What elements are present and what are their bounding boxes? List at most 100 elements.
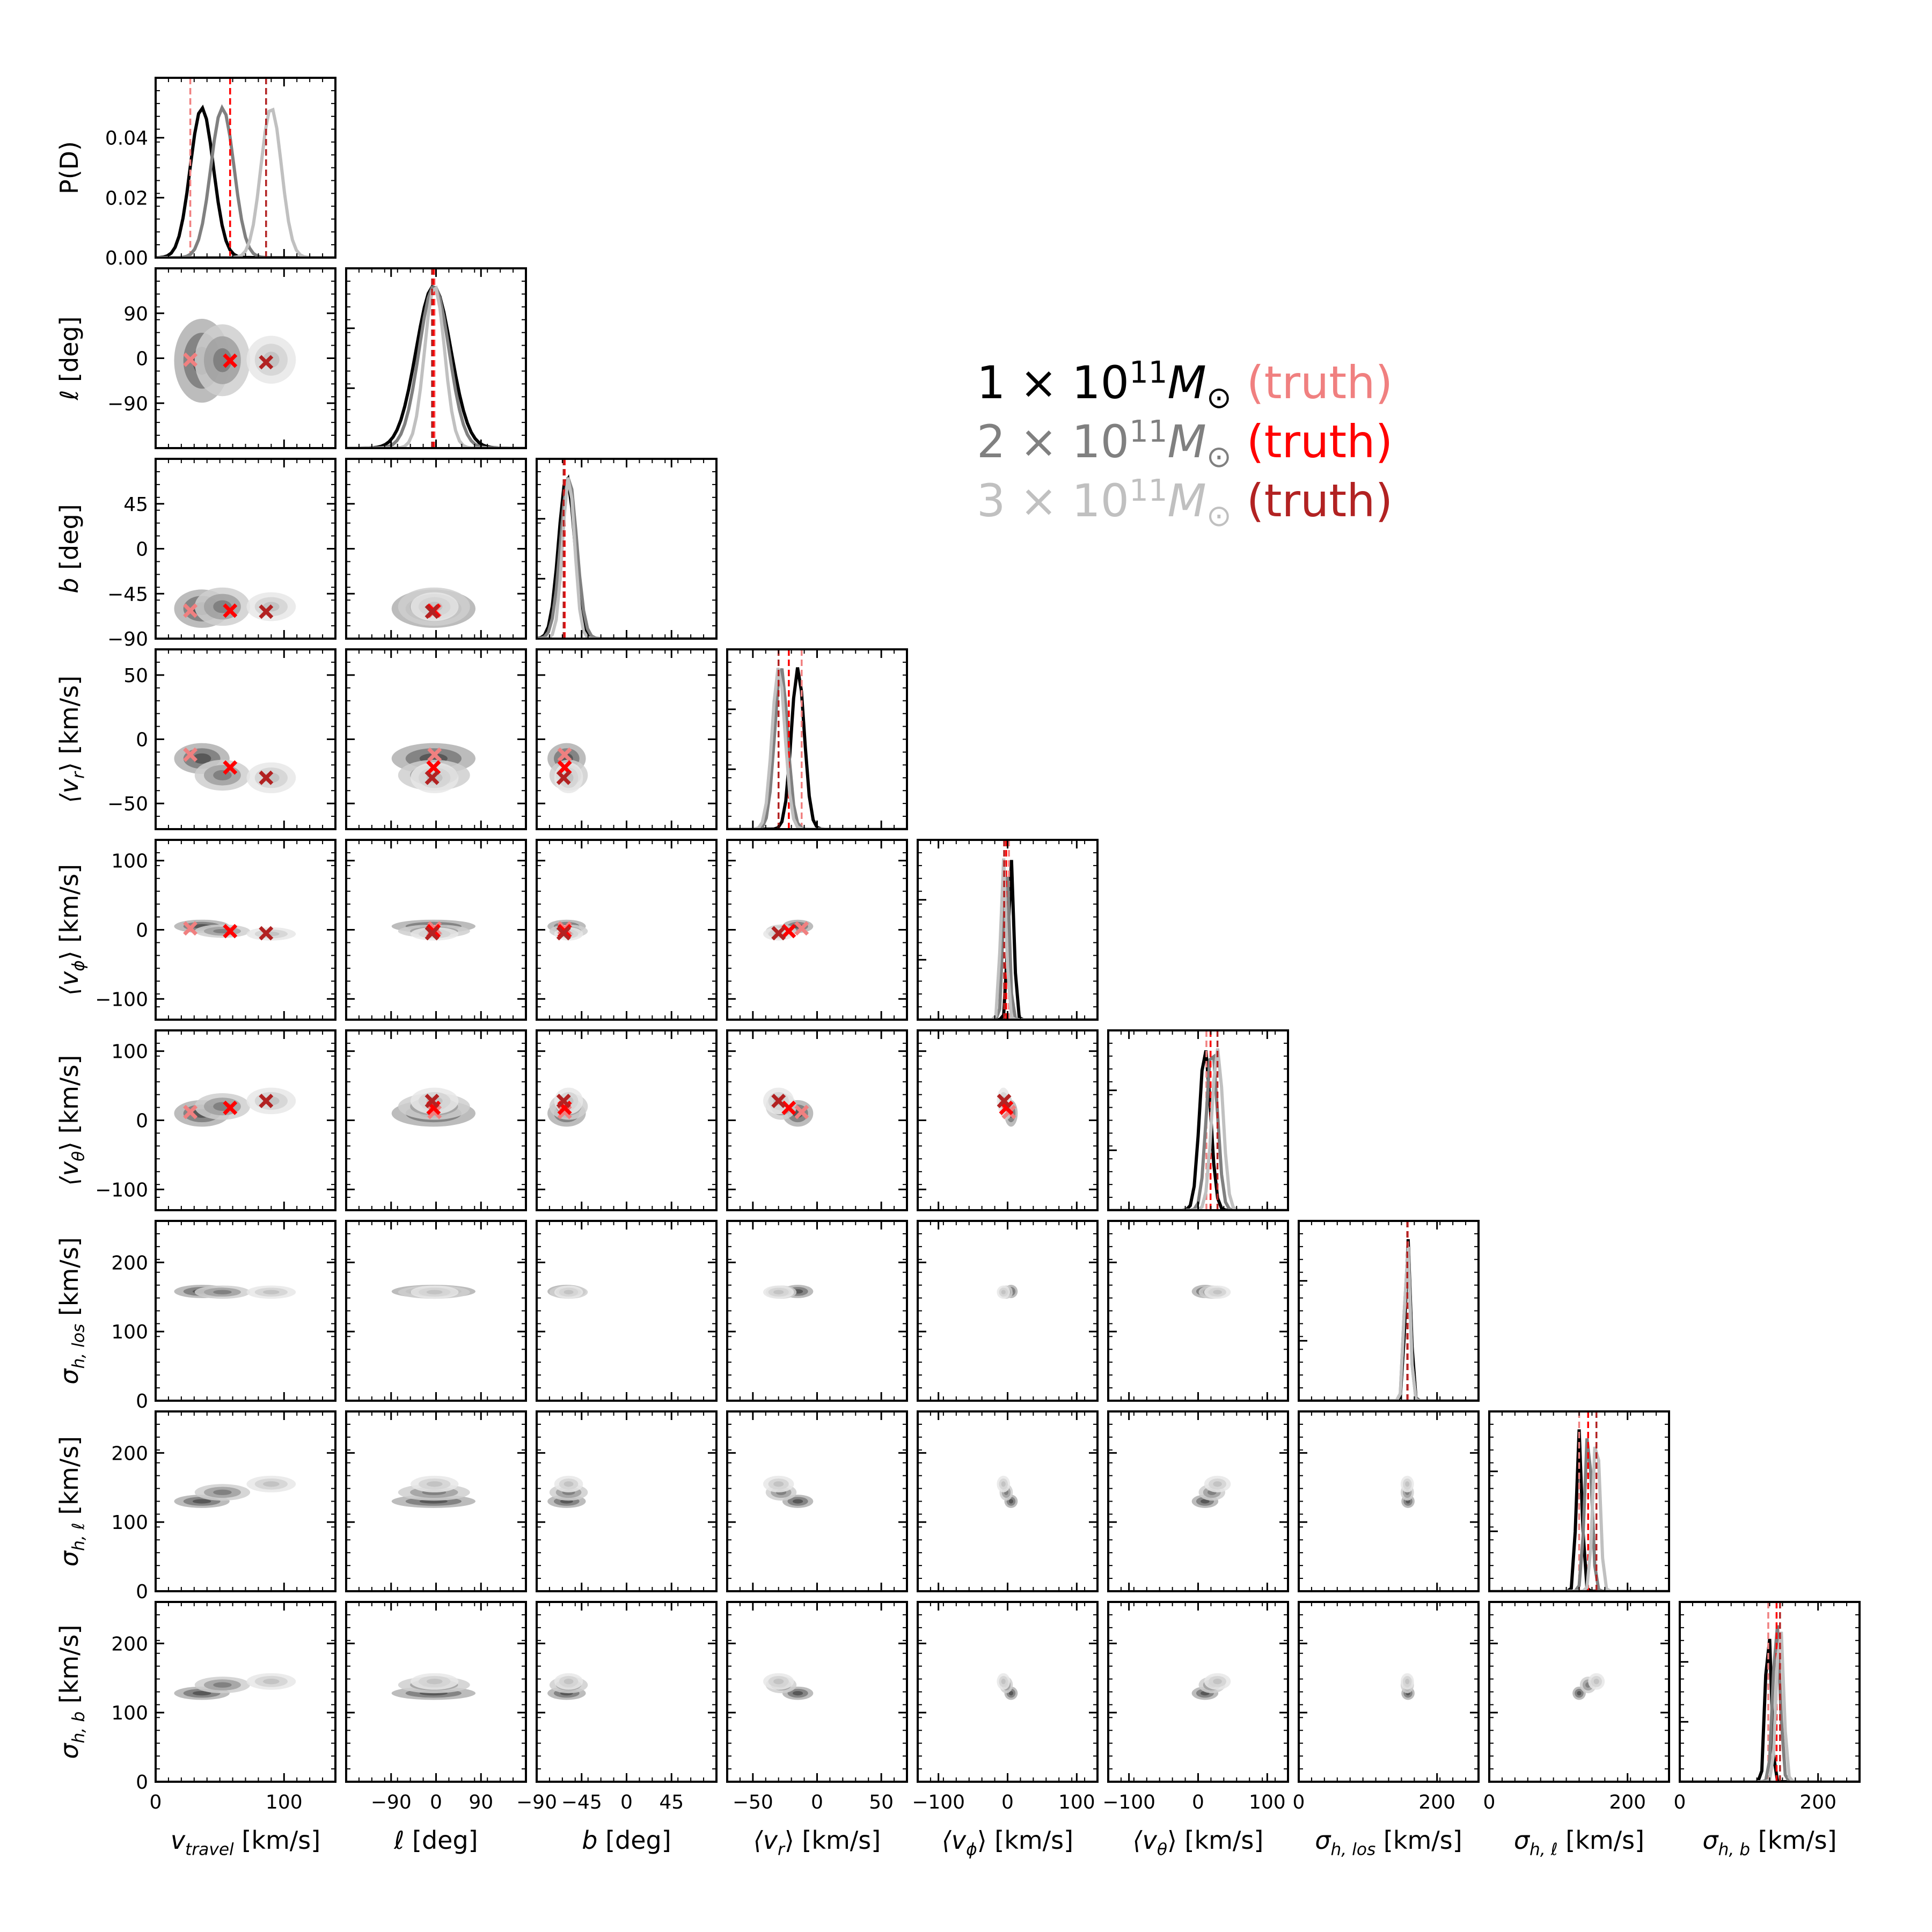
hist-line-3: [537, 477, 716, 639]
legend-entry-1e11: 1 × 1011M⊙ (truth): [977, 343, 1393, 415]
contour-3-level-3: [263, 1679, 280, 1685]
y-tick-label: −90: [107, 393, 148, 415]
hist-line-2: [346, 286, 526, 448]
panel-content: [547, 1475, 588, 1508]
contour-2-level-3: [213, 1489, 232, 1495]
panel-vr-sb: −50 0 50 ⟨vr⟩ [km/s]: [726, 1601, 908, 1860]
contour-3-level-3: [1001, 1481, 1006, 1487]
panel-b-vtheta: [536, 1029, 718, 1211]
hist-line-2: [1299, 1246, 1479, 1401]
truth-marker-3: [771, 1093, 786, 1108]
hist-panel-l: [345, 267, 527, 449]
y-tick-label: 0: [136, 729, 148, 751]
x-axis-label-vr: ⟨vr⟩ [km/s]: [753, 1826, 881, 1860]
y-tick-label: 0: [136, 1110, 148, 1132]
contour-3-level-3: [773, 1481, 784, 1487]
panel-frame: [536, 648, 718, 830]
contour-1-level-3: [1577, 1690, 1582, 1696]
contour-3-level-3: [1213, 1290, 1222, 1294]
panel-l-b: [345, 458, 527, 640]
panel-content: [547, 919, 588, 941]
x-axis-label-b: b [deg]: [582, 1826, 671, 1855]
panel-frame: [1298, 1220, 1480, 1402]
panel-content: [547, 743, 588, 794]
panel-b-sl: [536, 1410, 718, 1592]
truth-marker-1: [427, 1104, 442, 1119]
y-tick-label: 100: [111, 1041, 148, 1063]
contour-1-level-3: [192, 753, 211, 764]
contour-1-level-3: [793, 1499, 803, 1504]
x-axis-label-slos: σh, los [km/s]: [1315, 1826, 1462, 1860]
y-tick-label: 100: [111, 851, 148, 873]
contour-2-level-3: [213, 770, 232, 781]
legend-mass-coef: 3: [977, 474, 1006, 527]
panel-content: [391, 919, 476, 941]
panel-vtravel-b: −90 −45 0 45 b [deg]: [55, 458, 336, 650]
panel-content: [391, 1087, 476, 1127]
hist-panel-vphi: [917, 839, 1099, 1021]
x-axis-label-vtheta: ⟨vθ⟩ [km/s]: [1133, 1826, 1264, 1860]
hist-line-1: [1108, 1050, 1288, 1210]
x-tick-label: 100: [1058, 1791, 1095, 1813]
panel-content: [997, 1475, 1018, 1508]
panel-l-vtheta: [345, 1029, 527, 1211]
contour-1-level-3: [1201, 1499, 1210, 1504]
y-axis-label-slos: σh, los [km/s]: [55, 1237, 89, 1384]
panel-b-vphi: [536, 839, 718, 1021]
y-axis-label-vphi: ⟨vϕ⟩ [km/s]: [55, 864, 89, 996]
panel-frame: [345, 1220, 527, 1402]
panel-content: [547, 1673, 588, 1700]
hist-line-2: [1489, 1438, 1669, 1591]
panel-l-sb: −90 0 90 ℓ [deg]: [345, 1601, 527, 1855]
y-axis-label-b: b [deg]: [55, 504, 84, 593]
hist-panel-sb: 0 200 σh, b [km/s]: [1674, 1601, 1861, 1860]
panel-frame: [726, 1410, 908, 1592]
truth-marker-1: [557, 1104, 572, 1119]
x-axis-label-l: ℓ [deg]: [393, 1826, 478, 1855]
panel-vtravel-sb: 0 100 vtravel [km/s] 0 100 200 σh, b [km/s]: [55, 1601, 336, 1860]
panel-content: [547, 1285, 588, 1299]
legend: 1 × 1011M⊙ (truth) 2 × 1011M⊙ (truth) 3 × …: [977, 343, 1393, 533]
panel-content: [174, 1673, 296, 1700]
panel-frame: [155, 648, 336, 830]
legend-entry-2e11: 2 × 1011M⊙ (truth): [977, 402, 1393, 474]
truth-marker-3: [556, 926, 571, 941]
y-tick-label: 90: [123, 303, 148, 325]
panel-content: [547, 1087, 588, 1127]
truth-marker-1: [427, 747, 442, 762]
y-tick-label: −100: [95, 1179, 148, 1201]
contour-1-level-3: [1008, 1690, 1014, 1696]
panel-content: [391, 1285, 476, 1299]
y-axis-label-sb: σh, b [km/s]: [55, 1624, 89, 1759]
x-tick-label: −50: [733, 1791, 773, 1813]
hist-line-1: [1299, 1239, 1479, 1401]
panel-content: [997, 1673, 1018, 1700]
panel-content: [391, 1475, 476, 1508]
contour-2-level-3: [213, 1682, 232, 1688]
panel-content: [763, 919, 814, 941]
contour-1-level-3: [1008, 1499, 1014, 1504]
panel-vr-vtheta: [726, 1029, 908, 1211]
panel-content: [1572, 1673, 1605, 1700]
panel-b-slos: [536, 1220, 718, 1402]
panel-slos-sl: [1298, 1410, 1480, 1592]
panel-vtravel-vphi: −100 0 100 ⟨vϕ⟩ [km/s]: [55, 839, 336, 1021]
contour-1-level-3: [793, 1690, 803, 1696]
panel-content: [1108, 1030, 1288, 1210]
panel-l-vphi: [345, 839, 527, 1021]
panel-content: [346, 268, 526, 448]
truth-marker-3: [556, 770, 571, 785]
truth-marker-2: [223, 1100, 238, 1115]
panel-l-sl: [345, 1410, 527, 1592]
y-tick-label: 200: [111, 1443, 148, 1465]
y-tick-label: 0.04: [105, 128, 148, 150]
y-axis-label-vr: ⟨vr⟩ [km/s]: [55, 676, 89, 803]
x-tick-label: 200: [1609, 1791, 1646, 1813]
hist-panel-sl: [1488, 1410, 1670, 1592]
panel-content: [174, 587, 296, 628]
y-tick-label: 100: [111, 1512, 148, 1534]
panel-content: [997, 1285, 1018, 1299]
panel-vphi-sb: −100 0 100 ⟨vϕ⟩ [km/s]: [912, 1601, 1099, 1860]
truth-marker-1: [183, 1104, 198, 1119]
